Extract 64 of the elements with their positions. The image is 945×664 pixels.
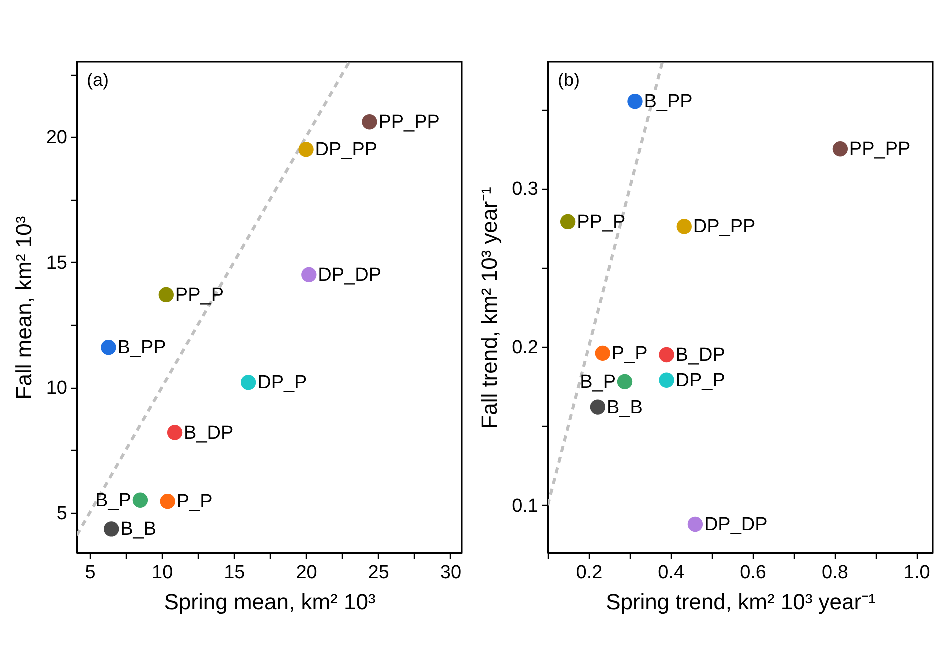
series-label: DP_P bbox=[258, 372, 308, 394]
series-label: B_PP bbox=[118, 338, 166, 359]
x-axis-title: Spring mean, km² 10³ bbox=[164, 590, 376, 614]
x-axis-title: Spring trend, km² 10³ year⁻¹ bbox=[606, 590, 876, 614]
y-tick-label: 0.3 bbox=[512, 179, 538, 200]
series-label: DP_P bbox=[676, 370, 726, 392]
point bbox=[832, 142, 848, 157]
series-label: PP_P bbox=[577, 212, 626, 233]
x-tick-label: 0.8 bbox=[822, 562, 848, 584]
series-label: DP_PP bbox=[693, 216, 756, 238]
series-label: PP_PP bbox=[378, 112, 440, 134]
y-axis-title: Fall mean, km² 10³ bbox=[11, 216, 36, 400]
series-label: DP_DP bbox=[318, 264, 382, 286]
point bbox=[101, 340, 116, 356]
x-tick-label: 10 bbox=[152, 562, 174, 584]
series-label: PP_P bbox=[175, 284, 224, 306]
point bbox=[560, 214, 576, 230]
series-label: B_P bbox=[580, 372, 616, 393]
x-tick-label: 1.0 bbox=[904, 562, 930, 584]
x-tick-label: 30 bbox=[440, 562, 462, 584]
annotation: (a) bbox=[87, 70, 109, 90]
point bbox=[590, 400, 606, 415]
series-label: B_B bbox=[120, 519, 157, 540]
point bbox=[362, 114, 378, 130]
annotation: (b) bbox=[558, 70, 580, 90]
series-label: DP_DP bbox=[704, 514, 768, 536]
point bbox=[595, 346, 610, 361]
point bbox=[298, 142, 314, 158]
point bbox=[628, 94, 643, 110]
x-tick-label: 20 bbox=[296, 562, 318, 584]
x-tick-label: 0.2 bbox=[576, 562, 603, 584]
series-label: B_P bbox=[96, 490, 132, 512]
x-tick-label: 0.4 bbox=[658, 562, 686, 584]
point bbox=[132, 492, 148, 508]
point bbox=[688, 516, 704, 532]
point bbox=[659, 347, 674, 363]
y-tick-label: 5 bbox=[56, 503, 68, 524]
point bbox=[160, 494, 176, 510]
series-label: B_B bbox=[606, 397, 643, 418]
x-tick-label: 15 bbox=[224, 562, 246, 584]
y-tick-label: 10 bbox=[46, 378, 68, 400]
point bbox=[167, 425, 183, 440]
series-label: DP_PP bbox=[315, 140, 378, 161]
y-tick-label: 15 bbox=[46, 252, 68, 274]
point bbox=[241, 375, 256, 390]
point bbox=[676, 219, 692, 234]
series-label: B_PP bbox=[644, 92, 693, 113]
series-label: P_P bbox=[176, 492, 213, 513]
y-tick-label: 0.1 bbox=[512, 496, 538, 517]
series-label: B_DP bbox=[676, 345, 726, 366]
x-tick-label: 0.6 bbox=[740, 562, 766, 584]
series-label: PP_PP bbox=[849, 139, 911, 160]
y-tick-label: 0.2 bbox=[512, 338, 538, 359]
series-label: B_DP bbox=[184, 422, 234, 444]
point bbox=[302, 267, 317, 282]
x-tick-label: 25 bbox=[368, 562, 390, 584]
point bbox=[659, 372, 674, 388]
point bbox=[617, 374, 633, 390]
series-label: P_P bbox=[612, 343, 648, 364]
y-axis-title: Fall trend, km² 10³ year⁻¹ bbox=[477, 187, 502, 429]
point bbox=[158, 287, 174, 303]
point bbox=[104, 522, 120, 537]
x-tick-label: 5 bbox=[85, 562, 96, 584]
y-tick-label: 20 bbox=[46, 128, 68, 149]
